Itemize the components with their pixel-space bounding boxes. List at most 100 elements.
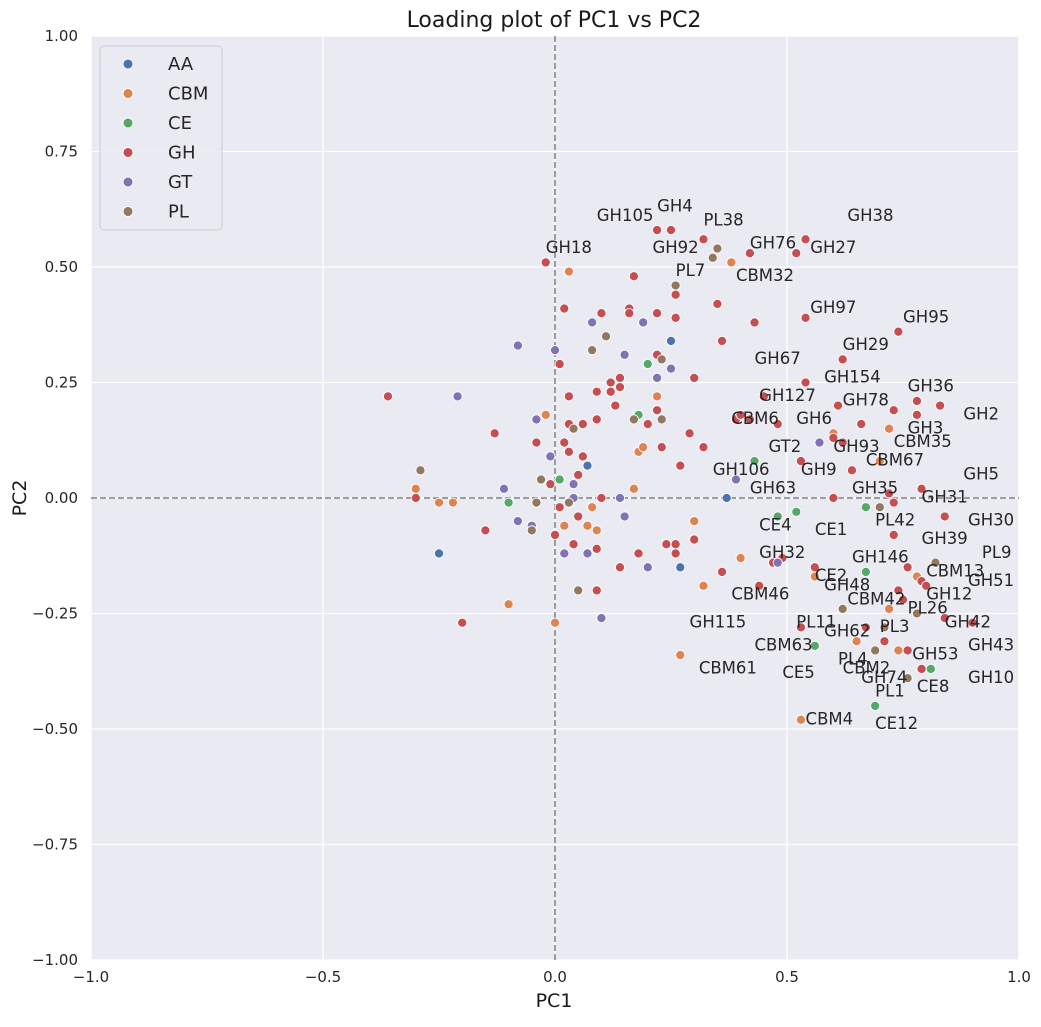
point-pl: [536, 474, 547, 485]
point-label: GH6: [796, 409, 832, 428]
point-label: CBM13: [926, 562, 984, 581]
point-label: GH10: [968, 668, 1014, 687]
point-label: CBM61: [699, 659, 757, 678]
point-label: GH62: [824, 622, 870, 641]
point-gh: [665, 224, 677, 236]
point-label: PL4: [838, 649, 868, 668]
point-gt: [772, 557, 783, 568]
point-gh: [457, 617, 468, 628]
point-gh: [888, 405, 899, 416]
point-cbm: [884, 423, 895, 434]
point-label: GH106: [713, 460, 770, 479]
point-gh: [921, 580, 932, 591]
point-ce: [554, 474, 565, 485]
point-pl: [911, 608, 922, 619]
point-label: GH105: [597, 206, 654, 225]
point-gh: [735, 409, 746, 420]
point-gt: [512, 340, 523, 351]
point-gh: [559, 303, 570, 314]
point-gh: [652, 405, 663, 416]
point-gh: [749, 317, 760, 328]
point-pl: [874, 502, 885, 513]
point-pl: [526, 525, 537, 536]
point-gh: [832, 400, 844, 411]
point-cbm: [638, 442, 649, 453]
point-cbm: [893, 645, 904, 656]
point-pl: [656, 354, 667, 365]
point-label: CBM6: [731, 409, 779, 428]
point-gh: [916, 483, 927, 494]
point-label: PL1: [875, 682, 905, 701]
legend-label: CBM: [168, 84, 208, 105]
point-gh: [596, 492, 607, 504]
point-gt: [512, 516, 523, 527]
point-label: GH67: [755, 349, 801, 368]
y-tick-label: 0.25: [45, 374, 78, 392]
point-cbm: [795, 714, 806, 725]
point-gh: [939, 613, 950, 624]
point-cbm: [559, 520, 570, 531]
point-gh: [652, 308, 663, 319]
chart-title: Loading plot of PC1 vs PC2: [407, 8, 702, 33]
x-tick-label: 0.5: [775, 968, 799, 986]
point-cbm: [549, 617, 561, 628]
point-label: GH3: [908, 418, 944, 437]
point-gh: [772, 419, 783, 430]
point-gt: [814, 437, 825, 448]
y-tick-label: −1.00: [32, 951, 78, 969]
point-label: GH2: [963, 404, 999, 423]
point-aa: [675, 562, 686, 573]
point-gh: [837, 354, 848, 365]
point-label: CBM2: [843, 659, 891, 678]
legend-label: AA: [168, 54, 194, 75]
point-cbm: [735, 553, 746, 564]
point-label: CE2: [815, 566, 847, 585]
point-label: PL3: [880, 617, 910, 636]
point-pl: [707, 252, 718, 263]
point-cbm: [563, 266, 574, 277]
point-cbm: [689, 516, 700, 527]
point-gh: [967, 617, 978, 628]
point-label: GH36: [908, 377, 954, 396]
point-label: GH29: [843, 335, 889, 354]
point-ce: [860, 566, 871, 577]
point-gh: [716, 566, 728, 577]
point-cbm: [851, 636, 862, 647]
point-label: PL9: [982, 543, 1012, 562]
point-gt: [596, 613, 607, 624]
point-pl: [628, 414, 639, 425]
point-gh: [879, 636, 890, 647]
point-label: PL26: [908, 599, 948, 618]
point-gh: [577, 419, 588, 430]
point-gh: [800, 234, 811, 245]
point-gh: [893, 585, 904, 596]
legend-label: GT: [168, 172, 193, 193]
point-pl: [415, 465, 426, 476]
point-label: CE5: [782, 663, 814, 682]
point-gh: [846, 465, 858, 476]
x-tick-label: −1.0: [73, 968, 109, 986]
point-cbm: [587, 502, 598, 513]
point-gh: [573, 469, 584, 480]
point-gh: [577, 451, 588, 462]
point-label: GH95: [903, 307, 949, 326]
point-label: GH154: [824, 368, 881, 387]
point-gt: [559, 548, 570, 559]
point-label: GH146: [852, 548, 909, 567]
point-label: GH115: [690, 612, 747, 631]
point-aa: [665, 335, 677, 346]
point-gh: [596, 308, 607, 319]
point-label: GH63: [750, 478, 796, 497]
point-gh: [689, 534, 700, 545]
point-aa: [433, 548, 445, 559]
point-gh: [614, 562, 626, 573]
point-gh: [828, 432, 839, 443]
point-label: GH53: [912, 645, 958, 664]
x-tick-label: 0.0: [543, 968, 567, 986]
point-label: CBM67: [866, 451, 924, 470]
point-gh: [591, 585, 602, 596]
point-label: GH51: [968, 571, 1014, 590]
